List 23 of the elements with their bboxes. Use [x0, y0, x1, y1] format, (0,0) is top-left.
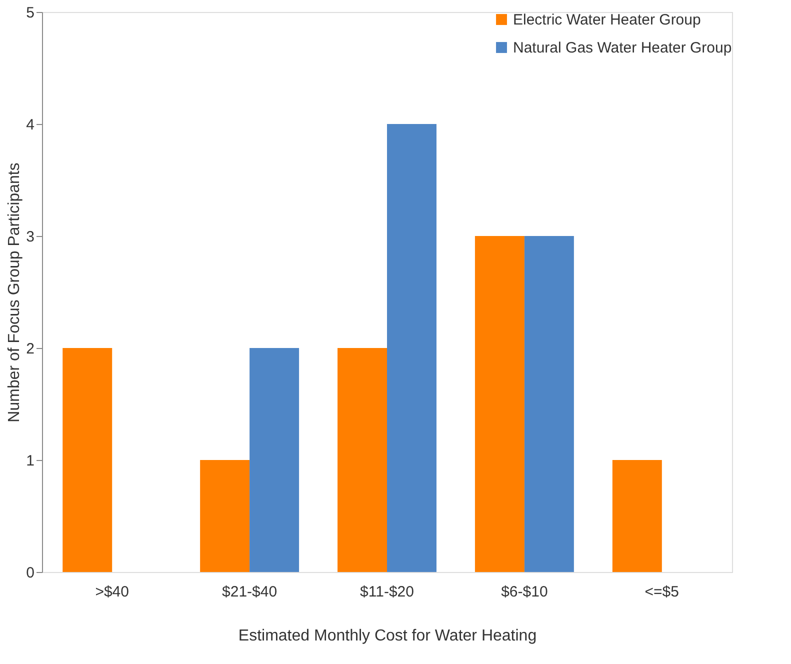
- bar: [524, 236, 574, 572]
- legend-label: Natural Gas Water Heater Group: [513, 40, 732, 56]
- y-tick-label: 4: [26, 116, 34, 134]
- bar: [612, 460, 662, 572]
- bar: [200, 460, 250, 572]
- x-axis-title: Estimated Monthly Cost for Water Heating: [238, 628, 537, 644]
- bar: [62, 348, 112, 572]
- y-tick-label: 0: [26, 564, 34, 582]
- y-tick-label: 2: [26, 340, 34, 358]
- y-tick-label: 1: [26, 452, 34, 470]
- bar: [387, 124, 436, 572]
- x-tick-label: $11-$20: [360, 584, 414, 600]
- x-tick-label: >$40: [95, 584, 129, 600]
- y-axis-title: Number of Focus Group Participants: [6, 162, 24, 422]
- bar: [338, 348, 387, 572]
- x-tick-label: $6-$10: [501, 584, 548, 600]
- y-tick-label: 5: [26, 4, 34, 22]
- bar: [250, 348, 300, 572]
- x-tick-label: <=$5: [644, 584, 680, 600]
- x-tick-label: $21-$40: [222, 584, 278, 600]
- legend-label: Electric Water Heater Group: [513, 12, 701, 28]
- bar: [474, 236, 524, 572]
- y-tick-label: 3: [26, 228, 34, 246]
